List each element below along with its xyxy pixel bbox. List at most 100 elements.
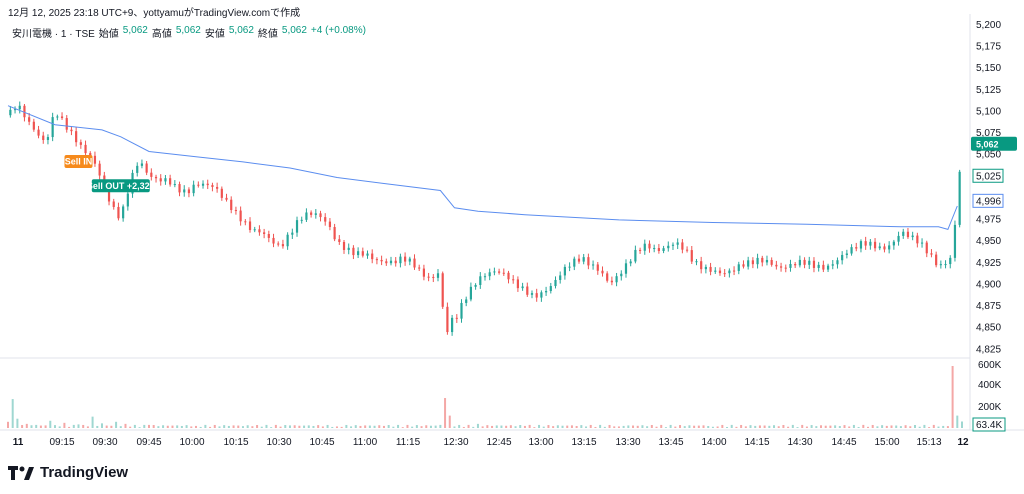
volume-bar bbox=[697, 425, 700, 428]
candle bbox=[310, 210, 313, 218]
candle bbox=[446, 302, 449, 335]
sell-out-marker[interactable]: Sell OUT +2,320 bbox=[87, 179, 155, 193]
volume-bar bbox=[946, 426, 949, 428]
tradingview-logo-text: TradingView bbox=[40, 464, 129, 481]
candle bbox=[84, 140, 87, 157]
volume-bar bbox=[749, 425, 752, 428]
candle bbox=[573, 256, 576, 271]
candle bbox=[751, 257, 754, 269]
volume-bar bbox=[204, 424, 207, 428]
volume-bar bbox=[810, 425, 813, 428]
candle bbox=[761, 255, 764, 267]
candle bbox=[540, 290, 543, 302]
candle bbox=[643, 239, 646, 255]
candle bbox=[230, 196, 233, 214]
volume-bar bbox=[387, 425, 390, 428]
volume-bar bbox=[256, 425, 259, 428]
volume-bar bbox=[100, 423, 103, 428]
candle bbox=[826, 263, 830, 272]
price-tick-label: 5,150 bbox=[976, 63, 1001, 74]
volume-bar bbox=[401, 427, 404, 428]
volume-bar bbox=[603, 426, 606, 428]
tradingview-logo[interactable]: TradingView bbox=[8, 464, 128, 481]
volume-bar bbox=[223, 425, 226, 428]
candle bbox=[281, 239, 285, 249]
candle bbox=[878, 242, 881, 251]
candle bbox=[154, 174, 158, 183]
price-tick-label: 5,050 bbox=[976, 150, 1001, 161]
candle bbox=[779, 262, 783, 272]
volume-bar bbox=[467, 424, 470, 428]
candle bbox=[845, 249, 848, 259]
volume-bar bbox=[129, 426, 132, 428]
volume-bar bbox=[491, 425, 494, 428]
volume-bar bbox=[265, 424, 268, 428]
candle bbox=[98, 160, 101, 180]
volume-bar bbox=[96, 425, 99, 428]
volume-bar bbox=[115, 421, 118, 428]
volume-bar bbox=[63, 422, 66, 428]
candle bbox=[949, 255, 952, 269]
symbol-label[interactable]: 安川電機 · 1 · TSE bbox=[12, 29, 95, 40]
candle bbox=[591, 260, 595, 270]
candle bbox=[366, 250, 369, 259]
candle bbox=[925, 240, 928, 258]
volume-bar bbox=[956, 415, 959, 428]
volume-bar bbox=[124, 423, 127, 428]
candle bbox=[836, 257, 839, 269]
candle bbox=[667, 241, 670, 252]
volume-bar bbox=[932, 424, 935, 428]
candle bbox=[916, 232, 919, 248]
volume-bar bbox=[16, 418, 19, 428]
volume-axis: 600K 400K 200K bbox=[978, 360, 1002, 413]
candle bbox=[808, 256, 811, 269]
candle bbox=[638, 247, 642, 254]
candle bbox=[145, 160, 148, 176]
candle bbox=[648, 240, 651, 253]
price-tick-label: 5,100 bbox=[976, 106, 1001, 117]
price-tick-label: 4,925 bbox=[976, 258, 1001, 269]
candle bbox=[211, 182, 214, 192]
volume-bar bbox=[570, 425, 573, 428]
volume-bar bbox=[382, 425, 385, 428]
volume-bar bbox=[904, 425, 907, 428]
volume-bar bbox=[444, 398, 447, 428]
sell-in-marker[interactable]: Sell IN bbox=[64, 155, 93, 169]
time-tick-label: 11 bbox=[13, 437, 24, 448]
candle bbox=[512, 275, 515, 284]
candle bbox=[140, 159, 144, 169]
volume-bar bbox=[39, 425, 42, 428]
volume-bar bbox=[589, 424, 592, 428]
volume-bar bbox=[796, 427, 799, 428]
candle bbox=[60, 112, 64, 120]
candle bbox=[479, 272, 482, 289]
price-tick-label: 5,075 bbox=[976, 128, 1001, 139]
low-value: 5,062 bbox=[228, 25, 254, 36]
price-tick-label: 5,200 bbox=[976, 20, 1001, 31]
volume-bar bbox=[664, 427, 667, 428]
candle bbox=[765, 255, 769, 266]
candle bbox=[305, 208, 308, 222]
volume-bar bbox=[232, 425, 235, 428]
volume-bar bbox=[500, 425, 503, 428]
volume-bar bbox=[702, 425, 705, 428]
time-tick-label: 14:15 bbox=[744, 437, 769, 448]
candle bbox=[620, 270, 623, 281]
candle bbox=[286, 232, 289, 250]
price-tick-label: 5,175 bbox=[976, 42, 1001, 53]
candle bbox=[935, 251, 938, 268]
volume-bar bbox=[448, 415, 451, 428]
volume-bar bbox=[711, 426, 714, 428]
candle bbox=[220, 186, 223, 201]
price-tag: 5,025 bbox=[972, 168, 1004, 183]
volume-bar bbox=[119, 426, 122, 428]
volume-bar bbox=[514, 426, 517, 428]
candle bbox=[544, 286, 548, 296]
volume-bar bbox=[899, 426, 902, 428]
volume-tag: 63.4K bbox=[972, 417, 1006, 432]
candle bbox=[295, 216, 299, 237]
candle bbox=[13, 106, 17, 114]
volume-bar bbox=[834, 425, 837, 428]
candle bbox=[615, 272, 618, 287]
